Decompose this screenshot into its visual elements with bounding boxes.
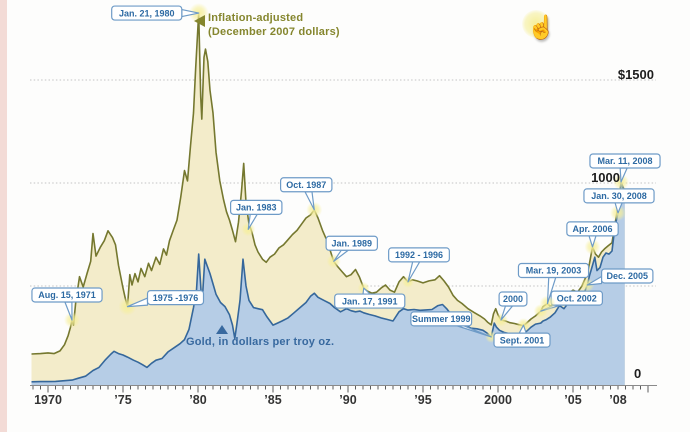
x-tick-label: ’08: [609, 393, 626, 407]
callouts: Jan. 21, 1980 Aug. 15, 1971 1975 -1976 Jan.…: [31, 3, 661, 348]
callout-summer-1999: Summer 1999: [410, 311, 498, 343]
callout-apr-2006: Apr. 2006: [566, 221, 619, 255]
callout-box: [146, 290, 205, 306]
callout-2000: 2000: [494, 291, 528, 327]
callout-label: Jan. 1989: [331, 238, 372, 248]
x-tick-label: ’05: [564, 393, 581, 407]
callout-label: Summer 1999: [412, 314, 471, 324]
callout-label: Apr. 2006: [572, 224, 612, 234]
callout-box: [517, 262, 590, 279]
callout-mar-11-2008: Mar. 11, 2008: [589, 153, 661, 190]
callout-box: [111, 5, 183, 21]
series-label-inflation-line2: (December 2007 dollars): [208, 26, 340, 38]
callout-label: 1992 - 1996: [395, 250, 443, 260]
left-triangle-icon: [194, 15, 205, 27]
callout-jan-1983: Jan. 1983: [230, 199, 283, 237]
left-edge-strip: [0, 0, 7, 432]
y-axis-label-1000: 1000: [591, 170, 620, 185]
callout-box: [31, 287, 103, 303]
callout-box: [410, 311, 473, 327]
x-tick-label: ’80: [189, 393, 206, 407]
callout-box: [493, 332, 551, 348]
callout-label: Aug. 15, 1971: [38, 290, 96, 300]
inflation-adjusted-line: [31, 12, 626, 355]
callout-mar-19-2003: Mar. 19, 2003: [517, 262, 590, 312]
callout-label: Jan. 30, 2008: [591, 191, 647, 201]
callout-jan-30-2008: Jan. 30, 2008: [583, 188, 655, 221]
hand-cursor-icon: ☝: [527, 14, 556, 40]
hand-cursor[interactable]: ☝: [519, 8, 556, 48]
callout-label: 2000: [503, 294, 523, 304]
x-axis: [30, 385, 657, 393]
x-tick-label: 2000: [484, 393, 512, 407]
x-tick-label: ’75: [114, 393, 131, 407]
series-label-inflation-adjusted: Inflation-adjusted (December 2007 dollar…: [208, 11, 340, 39]
callout-sept-2001: Sept. 2001: [493, 318, 551, 348]
callout-box: [388, 247, 450, 263]
nominal-gold-area: [31, 183, 625, 386]
cursor-glow-highlight: [522, 10, 550, 38]
callout-label: Oct. 1987: [286, 180, 326, 190]
callout-label: 1975 -1976: [153, 293, 199, 303]
callout-label: Sept. 2001: [500, 335, 545, 345]
x-tick-label: ’85: [264, 393, 281, 407]
callout-jan-21-1980: Jan. 21, 1980: [111, 3, 209, 24]
callout-tail: [407, 261, 421, 283]
callout-label: Oct. 2002: [557, 293, 597, 303]
callout-label: Jan. 17, 1991: [342, 296, 398, 306]
callout-1975-1976: 1975 -1976: [118, 290, 205, 316]
callout-box: [589, 153, 661, 169]
callout-jan-17-1991: Jan. 17, 1991: [334, 282, 406, 309]
callout-box: [566, 221, 619, 237]
callout-box: [498, 291, 528, 307]
callout-jan-1989: Jan. 1989: [325, 235, 379, 269]
callout-1992-1996: 1992 - 1996: [388, 247, 450, 288]
up-triangle-icon: [216, 325, 228, 334]
y-axis-label-1500: $1500: [617, 67, 654, 82]
x-tick-label: ’95: [414, 393, 431, 407]
x-tick-label: 1970: [34, 393, 62, 407]
callout-oct-1987: Oct. 1987: [280, 177, 333, 218]
nominal-gold-line: [31, 182, 626, 383]
callout-box: [334, 293, 406, 309]
callout-label: Mar. 19, 2003: [526, 266, 582, 276]
callout-dec-2005: Dec. 2005: [580, 268, 654, 292]
callout-label: Mar. 11, 2008: [597, 156, 652, 166]
gridlines: [30, 79, 656, 287]
series-label-inflation-line1: Inflation-adjusted: [208, 12, 304, 24]
callout-box: [325, 235, 379, 251]
series-areas: [31, 12, 626, 386]
callout-label: Jan. 1983: [236, 203, 277, 213]
callout-aug-15-1971: Aug. 15, 1971: [31, 287, 103, 328]
callout-box: [280, 177, 333, 193]
y-axis-label-0: 0: [634, 366, 642, 381]
callout-box: [600, 268, 654, 284]
series-label-nominal-gold: Gold, in dollars per troy oz.: [186, 336, 335, 348]
x-tick-label: ’90: [339, 393, 356, 407]
callout-label: Jan. 21, 1980: [119, 8, 175, 18]
callout-box: [230, 199, 283, 215]
callout-label: Dec. 2005: [606, 271, 648, 281]
